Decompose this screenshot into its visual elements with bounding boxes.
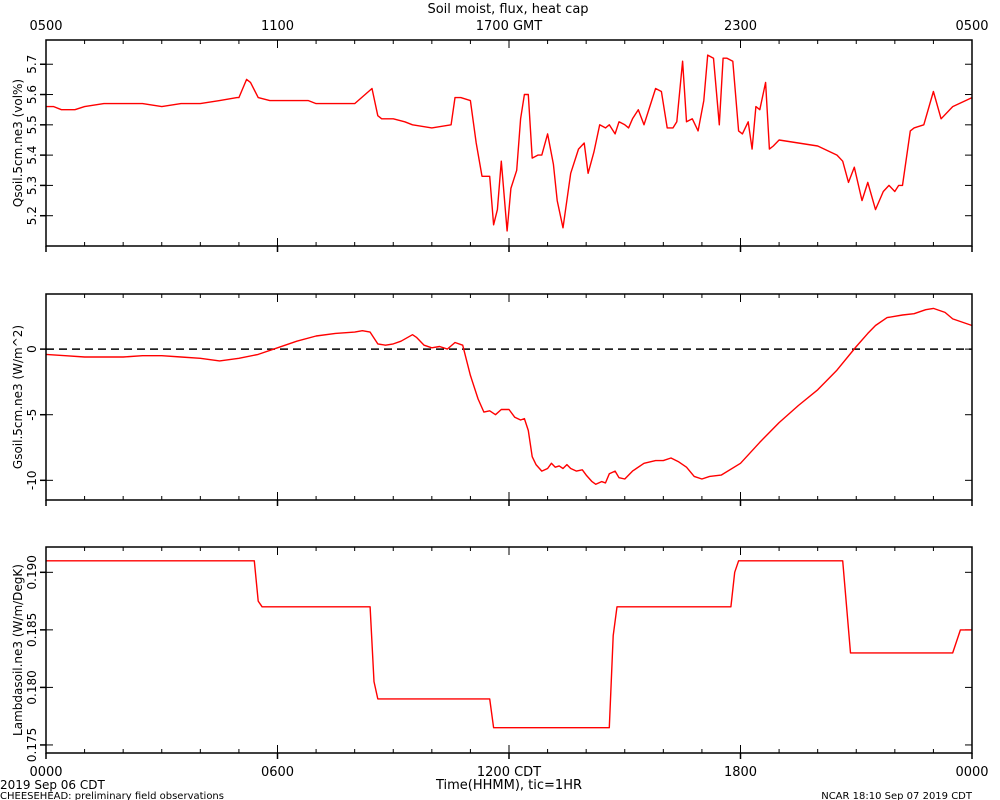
panel-thermal-conductivity: Lambdasoil.ne3 (W/m/DegK) 0.175 0.180 0.18… (11, 546, 973, 762)
bottom-axis-tick-labels: 0000 0600 1200 CDT 1800 0000 (29, 765, 988, 780)
bottom-tick-label: 0000 (29, 765, 62, 780)
bottom-tick-label: 0000 (955, 765, 988, 780)
data-line (45, 307, 973, 485)
bottom-tick-label: 0600 (261, 765, 294, 780)
data-line (46, 560, 972, 729)
y-tick-label: 5.7 (25, 55, 39, 74)
y-axis-label: Lambdasoil.ne3 (W/m/DegK) (11, 564, 25, 736)
y-tick-label: -5 (25, 409, 39, 421)
series-line (46, 560, 972, 729)
top-tick-label: 0500 (29, 19, 62, 34)
bottom-tick-label: 1800 (724, 765, 757, 780)
axis-ticks (40, 294, 973, 506)
top-axis-tick-labels: 0500 1100 1700 GMT 2300 0500 (29, 19, 988, 34)
y-tick-label: 0.175 (25, 728, 39, 762)
y-axis-label: Gsoil.5cm.ne3 (W/m^2) (11, 325, 25, 469)
footer-timestamp: NCAR 18:10 Sep 07 2019 CDT (821, 791, 973, 800)
y-tick-label: 5.6 (25, 85, 39, 104)
panel-soil-heat-flux: Gsoil.5cm.ne3 (W/m^2) -10 -5 0 (11, 293, 973, 506)
y-tick-labels: -10 -5 0 (25, 345, 39, 490)
y-tick-label: 5.3 (25, 176, 39, 195)
top-tick-label: 1100 (261, 19, 294, 34)
y-tick-label: 5.5 (25, 115, 39, 134)
plot-frame (45, 293, 973, 501)
bottom-tick-label: 1200 CDT (477, 765, 541, 780)
date-label: 2019 Sep 06 CDT (0, 778, 105, 792)
series-line (46, 54, 973, 232)
plot-frame (45, 546, 973, 754)
top-tick-label: 0500 (955, 19, 988, 34)
top-tick-label: 2300 (724, 19, 757, 34)
y-axis-label: Qsoil.5cm.ne3 (vol%) (11, 79, 25, 207)
plot-frame (45, 39, 973, 247)
y-tick-label: 0.185 (25, 613, 39, 647)
top-tick-label: 1700 GMT (476, 19, 543, 34)
footer-project-note: CHEESEHEAD: preliminary field observatio… (0, 791, 224, 800)
panel-soil-moisture: Qsoil.5cm.ne3 (vol%) 5.2 5.3 5.4 5.5 5.6 5.7 (11, 39, 973, 252)
y-tick-label: 0.180 (25, 670, 39, 704)
y-tick-label: 0 (25, 345, 39, 353)
series-line (45, 307, 973, 485)
data-line (46, 54, 973, 232)
y-tick-labels: 5.2 5.3 5.4 5.5 5.6 5.7 (25, 55, 39, 226)
y-tick-label: 0.190 (25, 555, 39, 589)
y-tick-label: 5.2 (25, 206, 39, 225)
x-axis-label: Time(HHMM), tic=1HR (435, 778, 582, 793)
y-tick-label: -10 (25, 471, 39, 491)
chart-title: Soil moist, flux, heat cap (427, 2, 588, 17)
y-tick-label: 5.4 (25, 146, 39, 165)
y-tick-labels: 0.175 0.180 0.185 0.190 (25, 555, 39, 762)
